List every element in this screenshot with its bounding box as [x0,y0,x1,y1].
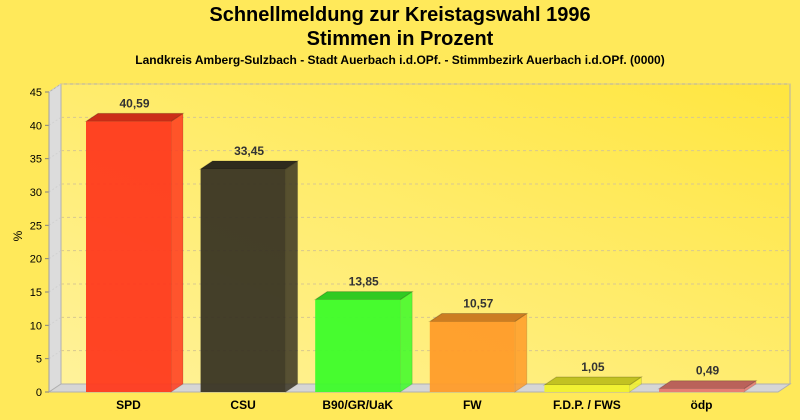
bar-side [285,160,299,393]
gridline-side [48,116,62,126]
bar-value-label: 40,59 [119,96,149,110]
chart-subsubtitle: Landkreis Amberg-Sulzbach - Stadt Auerba… [135,53,665,67]
bar-side [514,312,528,393]
left-wall [48,83,62,393]
gridline-side [48,283,62,293]
bar [659,388,744,392]
chart-subtitle: Stimmen in Prozent [306,28,494,50]
bar [86,121,171,393]
bar-top [313,291,414,301]
gridline-side [48,183,62,193]
bar-side [170,112,184,393]
y-tick-label: 5 [36,354,42,366]
y-tick-label: 35 [30,154,42,166]
x-tick-label: SPD [116,398,141,412]
bar-side [399,290,413,393]
gridline-side [48,83,62,93]
bar [200,169,286,392]
bar-top [657,380,758,390]
y-tick-label: 15 [30,287,42,299]
bar-value-label: 0,49 [696,364,720,378]
x-tick-label: B90/GR/UaK [322,398,393,412]
y-tick-label: 30 [30,187,42,199]
y-tick-label: 45 [30,87,42,99]
bar [429,321,515,392]
gridline-side [48,350,62,360]
gridline-side [48,316,62,326]
bar-top [542,376,644,386]
bar-top [84,112,185,122]
gridline-side [48,150,62,160]
gridline-side [48,250,62,260]
y-tick-label: 25 [30,220,42,232]
x-tick-label: FW [463,398,482,412]
y-axis-label: % [11,230,25,241]
y-tick-label: 10 [30,320,42,332]
bar-value-label: 13,85 [349,275,379,289]
bar-value-label: 33,45 [234,144,264,158]
bar [315,299,401,392]
x-tick-label: CSU [230,398,255,412]
x-tick-label: ödp [691,398,713,412]
bar-value-label: 1,05 [581,360,605,374]
y-tick-label: 40 [30,120,42,132]
chart-title: Schnellmeldung zur Kreistagswahl 1996 [209,4,591,26]
y-tick-label: 0 [36,387,42,399]
gridline-side [48,216,62,226]
y-tick-label: 20 [30,254,42,266]
bar [544,385,630,392]
bar-top [198,160,300,170]
x-tick-label: F.D.P. / FWS [553,398,621,412]
bar-value-label: 10,57 [463,297,493,311]
bar-top [428,313,529,323]
